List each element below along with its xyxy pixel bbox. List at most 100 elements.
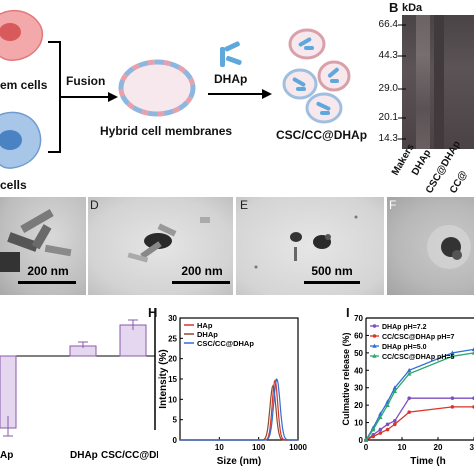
i-point: [371, 434, 375, 439]
dhap-lane: [434, 15, 444, 149]
scale-bar-c: [18, 281, 76, 284]
h-legend-label: HAp: [197, 321, 213, 330]
dhap-particle-icon: [220, 41, 242, 67]
h-ytick-label: 15: [168, 375, 177, 384]
dhap-label: DHAp: [214, 72, 248, 86]
tem-f-particles: [427, 225, 471, 269]
h-ytick-label: 10: [168, 395, 177, 404]
tem-e-particles: [254, 215, 358, 269]
i-series-line: [365, 352, 474, 441]
i-legend-label: DHAp pH=5.0: [382, 344, 427, 351]
i-point: [392, 388, 397, 393]
fusion-bracket: [48, 41, 108, 153]
hybrid-membranes-label: Hybrid cell membranes: [100, 124, 233, 138]
g-cat-dhap: DHAp: [70, 450, 98, 461]
h-xtick-label: 1000: [289, 443, 307, 452]
h-ytick-label: 20: [168, 355, 177, 364]
i-legend-marker: [372, 324, 377, 328]
i-point: [385, 427, 390, 432]
i-point: [378, 414, 383, 420]
panel-i-chart: 0 10 20 30 40 50 60 70 0 10 20 30 Time (h Culmative r…: [341, 314, 474, 467]
i-point: [407, 410, 411, 414]
i-point: [450, 350, 455, 355]
i-point: [393, 422, 397, 427]
panel-h-chart: 0 5 10 15 20 25 30 10 100 1000 Size (nm) Intensity …: [158, 314, 307, 467]
i-point: [471, 346, 474, 352]
i-point: [393, 419, 397, 423]
h-ylabel: Intensity (%): [158, 349, 169, 408]
h-xtick-label: 10: [215, 443, 224, 452]
stem-cell-icon: [0, 9, 44, 61]
panel-e-tag: E: [240, 198, 249, 212]
tem-d-particles: [127, 217, 210, 263]
i-xtick-label: 0: [364, 443, 369, 452]
i-point: [385, 422, 390, 427]
panel-b-tag: B: [389, 0, 399, 15]
scale-d-label: 200 nm: [181, 264, 223, 278]
i-point: [450, 396, 455, 400]
g-cat-csc: CSC/CC@DHAp: [101, 450, 158, 461]
i-point: [385, 402, 390, 407]
stem-cells-label: em cells: [0, 78, 48, 92]
i-point: [407, 371, 412, 376]
i-legend-label: CC/CSC@DHAp pH=7: [382, 334, 454, 341]
gel-image: [402, 15, 474, 149]
i-xtick-label: 20: [434, 443, 443, 452]
i-xlabel: Time (h: [410, 456, 445, 467]
panel-d-tag: D: [90, 198, 99, 212]
i-point: [378, 427, 383, 432]
h-legend-label: CSC/CC@DHAp: [197, 339, 254, 348]
i-ytick-label: 70: [354, 314, 363, 323]
schematic-figure: [0, 9, 351, 169]
i-ytick-label: 40: [354, 366, 363, 375]
h-series-line: [180, 378, 298, 441]
i-ytick-label: 60: [354, 331, 363, 340]
h-xlabel: Size (nm): [217, 456, 261, 467]
i-legend-marker: [372, 343, 377, 348]
cancer-cells-label: cells: [0, 178, 27, 192]
panel-f-tag: F: [389, 198, 397, 212]
tem-panel-d: [88, 197, 233, 295]
h-ytick-label: 25: [168, 334, 177, 343]
i-ytick-label: 0: [359, 436, 364, 445]
i-ytick-label: 10: [354, 419, 363, 428]
fusion-arrow-head: [108, 92, 118, 102]
panel-h-tag: H: [148, 305, 158, 320]
marker-44: 44.3: [378, 50, 398, 61]
marker-lane: [416, 15, 430, 149]
i-legend-label: DHAp pH=7.2: [382, 324, 427, 331]
i-point: [392, 385, 397, 390]
tem-c-particles: [0, 209, 72, 272]
marker-20: 20.1: [378, 112, 398, 123]
i-legend-marker: [372, 353, 377, 358]
i-ylabel: Culmative release (%): [341, 332, 351, 425]
g-cat-ap: Ap: [0, 450, 13, 461]
product-arrow-head: [262, 89, 272, 99]
cancer-cell-icon: [0, 111, 42, 169]
panel-g-chart: Ap DHAp CSC/CC@DHAp: [0, 308, 158, 461]
h-legend-label: DHAp: [197, 330, 218, 339]
scale-bar-e: [304, 281, 360, 284]
h-ytick-label: 0: [173, 436, 178, 445]
h-ytick-label: 30: [168, 314, 177, 323]
i-ytick-label: 30: [354, 384, 363, 393]
h-xtick-label: 100: [252, 443, 266, 452]
marker-29: 29.0: [378, 83, 398, 94]
i-point: [450, 405, 455, 409]
product-label: CSC/CC@DHAp: [276, 128, 368, 142]
i-point: [363, 437, 369, 442]
i-legend-label: CC/CSC@DHAp pH=5: [382, 354, 454, 361]
h-ytick-label: 5: [173, 416, 178, 425]
tem-panel-c: [0, 197, 86, 295]
marker-66: 66.4: [378, 19, 398, 30]
i-xtick-label: 30: [470, 443, 474, 452]
hybrid-membrane-vesicle: [118, 59, 196, 117]
scale-e-label: 500 nm: [311, 264, 353, 278]
gel-marker-ticks: [398, 24, 406, 140]
lane-cc-dhap: CC@: [448, 169, 470, 196]
i-point: [378, 431, 383, 435]
i-ytick-label: 50: [354, 349, 363, 358]
i-series-line: [365, 348, 474, 441]
i-point: [471, 350, 474, 355]
tem-panel-e: [236, 197, 384, 295]
